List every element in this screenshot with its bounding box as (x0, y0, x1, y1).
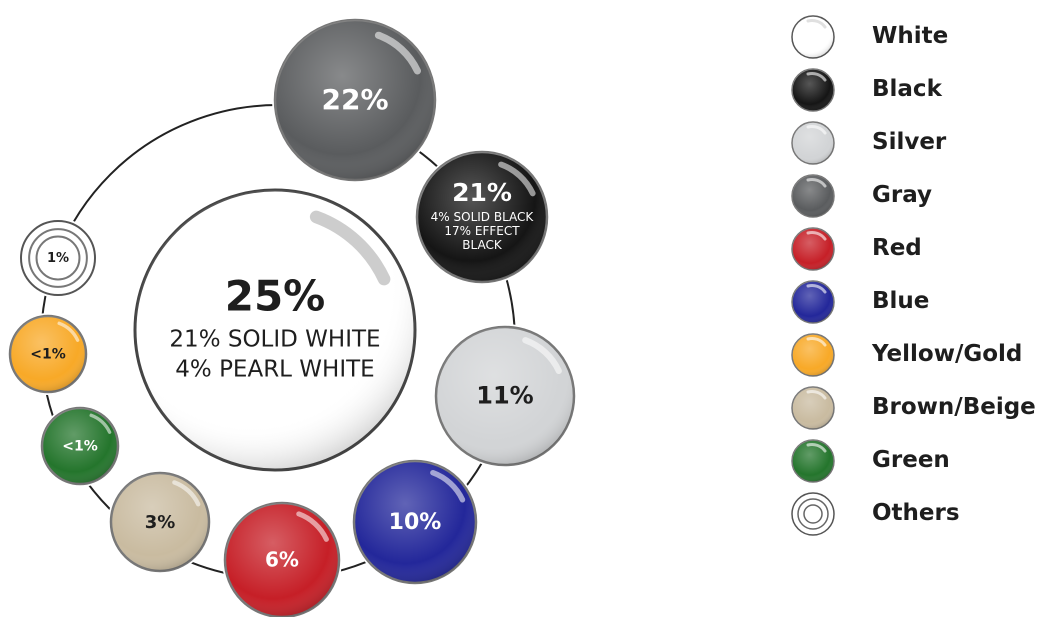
bubble-sublabel: 4% PEARL WHITE (175, 356, 374, 382)
bubble-highlight (522, 337, 562, 375)
bubble-sublabel: BLACK (462, 238, 503, 252)
legend-label: Silver (872, 129, 947, 155)
bubble-value-label: 10% (389, 510, 442, 535)
bubble-value-label: 11% (476, 382, 533, 410)
legend-label: Yellow/Gold (872, 341, 1023, 367)
bubble-value-label: 21% (452, 178, 512, 207)
bubble-value-label: 1% (47, 251, 69, 266)
bubble-highlight (374, 31, 421, 75)
legend-item-black: Black (790, 67, 1035, 120)
bubble-yellow-gold: <1% (7, 313, 89, 395)
bubble-shade (275, 20, 435, 180)
legend-item-blue: Blue (790, 279, 1035, 332)
black-circle-icon (791, 68, 835, 112)
bubble-highlight (296, 511, 329, 542)
yellow-gold-circle-icon (791, 333, 835, 377)
legend-item-brown-beige: Brown/Beige (790, 385, 1036, 438)
bubbles: 25% 21% SOLID WHITE 4% PEARL WHITE 22% 21% 4%… (7, 17, 577, 617)
legend-item-yellow-gold: Yellow/Gold (790, 332, 1035, 385)
bubble-value-label: 22% (321, 83, 388, 116)
bubble-ring (28, 228, 88, 288)
bubble-shade (225, 503, 339, 617)
bubble-red: 6% (222, 500, 342, 617)
legend-item-gray: Gray (790, 173, 1035, 226)
legend-item-silver: Silver (790, 120, 1035, 173)
bubble-shade (10, 316, 86, 392)
bubble-shade (135, 190, 415, 470)
silver-circle-icon (791, 121, 835, 165)
bubble-value-label: 3% (145, 512, 176, 533)
bubble-sublabel: 4% SOLID BLACK (431, 210, 535, 224)
bubble-value-label: 25% (225, 271, 326, 320)
bubble-highlight (430, 469, 466, 503)
bubble-highlight (498, 161, 536, 197)
bubble-shade (417, 152, 547, 282)
bubble-value-label: <1% (30, 347, 66, 363)
legend-label: Others (872, 500, 960, 526)
bubble-silver: 11% (433, 324, 577, 468)
bubble-circle (20, 220, 96, 296)
legend-label: Brown/Beige (872, 394, 1036, 420)
bubble-sublabel: 17% EFFECT (444, 224, 520, 238)
concentric-rings-icon (791, 492, 835, 536)
bubble-gray: 22% (272, 17, 438, 183)
legend-item-white: White (790, 14, 1035, 67)
legend-label: Red (872, 235, 922, 261)
bubble-highlight (172, 480, 201, 507)
red-circle-icon (791, 227, 835, 271)
gray-circle-icon (791, 174, 835, 218)
legend-item-others: Others (790, 491, 1035, 544)
bubble-highlight (309, 210, 391, 286)
bubble-value-label: 6% (265, 547, 299, 571)
legend: White Black Silver Gray Red Blue Yellow/Gold Br… (790, 14, 1036, 544)
legend-item-red: Red (790, 226, 1035, 279)
legend-label: Blue (872, 288, 930, 314)
bubble-highlight (89, 413, 112, 434)
bubble-green: <1% (39, 405, 121, 487)
bubble-brown-beige: 3% (108, 470, 212, 574)
bubble-shade (354, 461, 476, 583)
bubble-shade (42, 408, 118, 484)
green-circle-icon (791, 439, 835, 483)
legend-label: Black (872, 76, 942, 102)
bubble-value-label: <1% (62, 439, 98, 455)
legend-label: White (872, 23, 949, 49)
bubble-blue: 10% (351, 458, 479, 586)
brown-beige-circle-icon (791, 386, 835, 430)
legend-label: Gray (872, 182, 933, 208)
bubble-sublabel: 21% SOLID WHITE (169, 326, 380, 352)
legend-item-green: Green (790, 438, 1035, 491)
blue-circle-icon (791, 280, 835, 324)
bubble-shade (111, 473, 209, 571)
legend-label: Green (872, 447, 950, 473)
bubble-white: 25% 21% SOLID WHITE 4% PEARL WHITE (132, 187, 418, 473)
white-circle-icon (791, 15, 835, 59)
bubble-highlight (57, 321, 80, 342)
bubble-others: 1% (18, 218, 98, 298)
bubble-ring (35, 235, 81, 281)
bubble-shade (436, 327, 574, 465)
